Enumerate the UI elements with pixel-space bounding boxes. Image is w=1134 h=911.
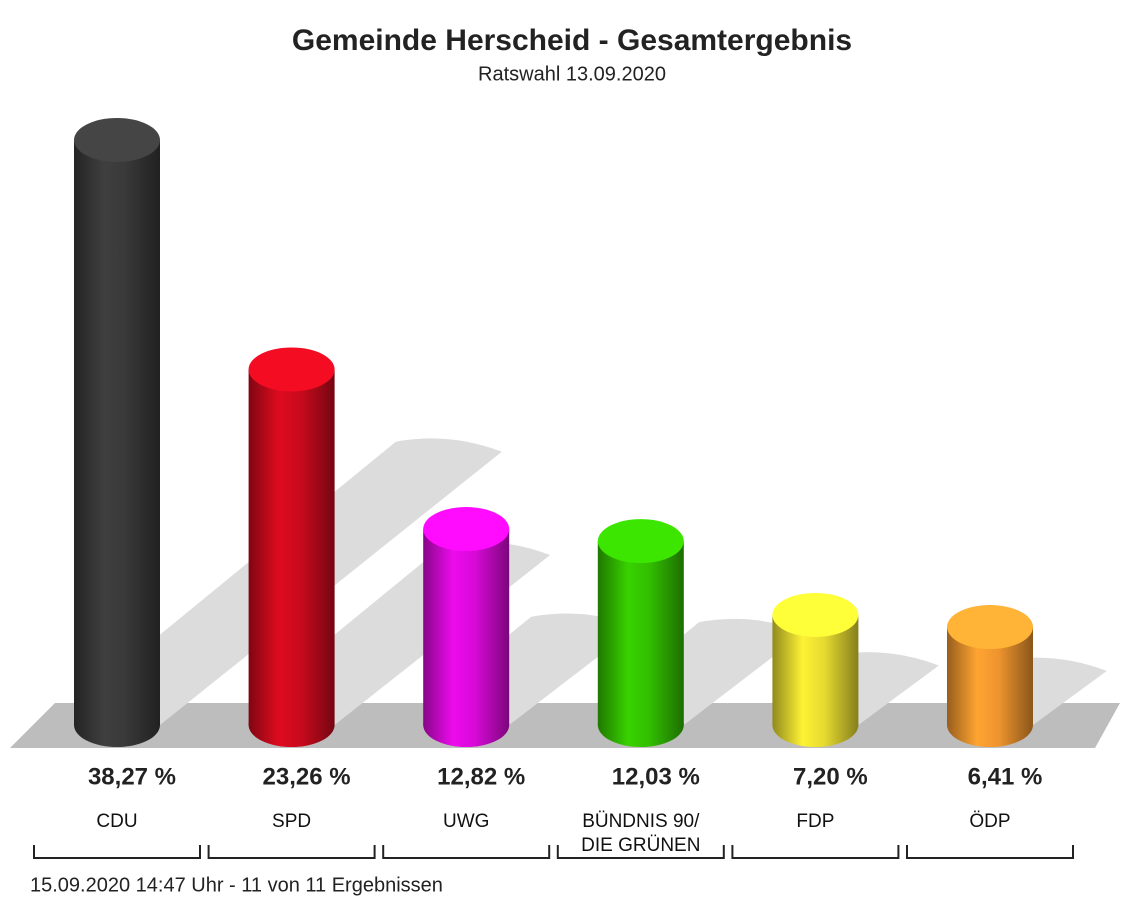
bar-bottom [423,703,510,747]
category-bracket [382,845,551,859]
category-bracket [906,845,1074,859]
bar-bottom [772,703,859,747]
chart-subtitle: Ratswahl 13.09.2020 [478,63,666,85]
bar-body [74,140,160,725]
bar [772,592,859,747]
value-label: 23,26 % [263,763,351,790]
category-bracket [556,845,725,859]
bar-bottom [947,703,1033,747]
bar-top [772,592,859,637]
bar-bottom [597,703,684,747]
bar-body [423,529,510,725]
x-tick-label: UWG [442,811,490,832]
bar [74,118,160,747]
value-label: 7,20 % [793,763,868,790]
bar [248,347,335,747]
bar-bottom [74,703,160,747]
x-tick-label: FDP [796,811,835,832]
bar [597,519,684,747]
value-label: 38,27 % [88,763,176,790]
bar-top [423,507,510,552]
category-bracket [731,845,900,859]
footer: 15.09.2020 14:47 Uhr - 11 von 11 Ergebni… [30,874,443,896]
bar-top [947,605,1033,650]
bar-body [248,369,335,725]
bar-bottom [248,703,335,747]
x-tick-label: CDU [96,811,138,832]
category-bracket [207,845,376,859]
x-tick-label: BÜNDNIS 90/ DIE GRÜNEN [581,811,701,856]
bar-top [248,347,335,392]
category-bracket [33,845,201,859]
x-tick-label: ÖDP [969,811,1011,832]
bar-body [597,541,684,725]
chart-title: Gemeinde Herscheid - Gesamtergebnis [292,24,852,57]
bars [74,118,1033,747]
bar-top [74,118,160,162]
value-label: 12,03 % [612,763,700,790]
bar [947,605,1033,747]
value-label: 6,41 % [968,763,1043,790]
bar-top [597,519,684,564]
x-tick-label: SPD [272,811,312,832]
bar [423,507,510,747]
value-label: 12,82 % [437,763,525,790]
